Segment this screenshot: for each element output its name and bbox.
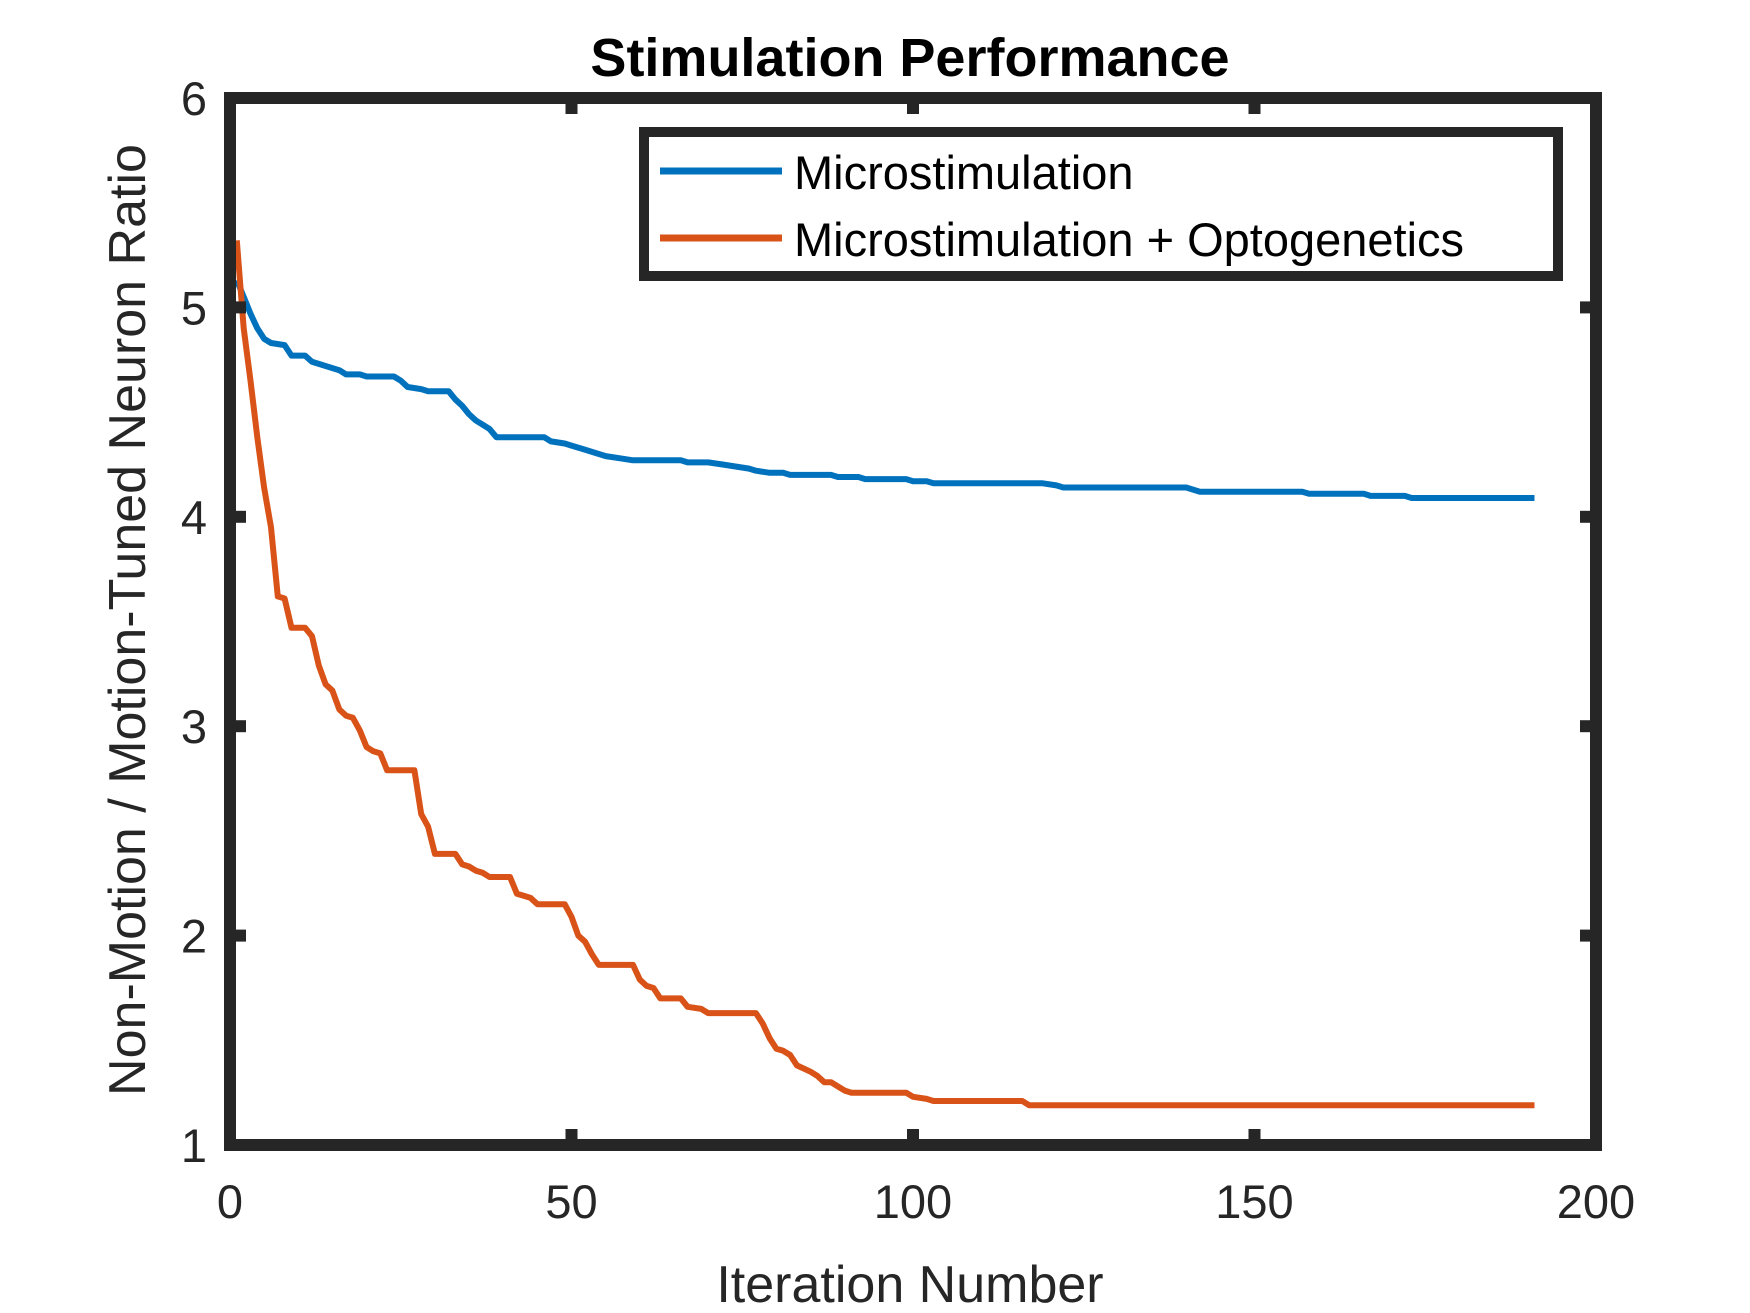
y-tick-label: 4	[181, 491, 207, 544]
y-tick-label: 3	[181, 700, 207, 753]
y-tick-label: 2	[181, 910, 207, 963]
y-tick-label: 5	[181, 281, 207, 334]
series-line-1	[233, 240, 1535, 1109]
legend-label-microstimulation-optogenetics: Microstimulation + Optogenetics	[794, 213, 1464, 266]
x-tick-label: 50	[545, 1175, 597, 1228]
x-axis-title: Iteration Number	[716, 1256, 1103, 1313]
y-axis-title: Non-Motion / Motion-Tuned Neuron Ratio	[99, 144, 157, 1096]
legend-label-microstimulation: Microstimulation	[794, 146, 1134, 199]
series-layer	[233, 240, 1535, 1109]
x-tick-label: 0	[217, 1175, 243, 1228]
y-tick-label: 6	[181, 72, 207, 125]
y-tick-label: 1	[181, 1119, 207, 1172]
x-tick-label: 150	[1215, 1175, 1293, 1228]
legend: Microstimulation Microstimulation + Opto…	[639, 127, 1563, 281]
x-tick-label: 200	[1557, 1175, 1635, 1228]
x-tick-label: 100	[874, 1175, 952, 1228]
chart-title: Stimulation Performance	[590, 28, 1229, 88]
series-line-0	[234, 279, 1535, 501]
axis-ticks: 0 50 100 150 200 1 2 3 4 5 6	[181, 72, 1635, 1228]
legend-box	[639, 127, 1563, 281]
